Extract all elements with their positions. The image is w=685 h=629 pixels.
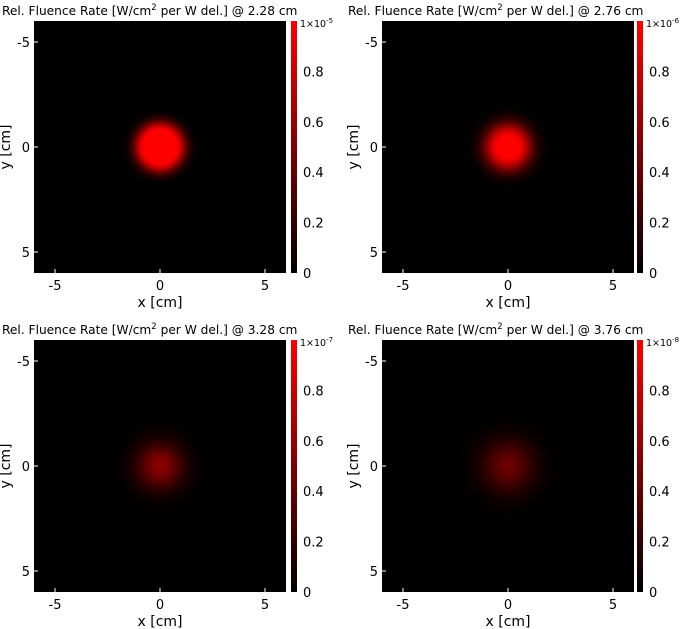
y-tick-label: 5 — [370, 246, 378, 261]
fluence-spot — [467, 106, 549, 188]
colorbar-tick-label: 0.2 — [649, 217, 670, 232]
plot-title: Rel. Fluence Rate [W/cm2 per W del.] @ 3… — [2, 322, 297, 337]
colorbar-tick-label: 0.6 — [649, 435, 670, 450]
colorbar-tick-label: 0.8 — [303, 65, 324, 80]
x-tick-label: -5 — [397, 279, 410, 294]
colorbar-multiplier: 1×10-8 — [646, 336, 679, 349]
y-tick-label: 0 — [370, 141, 378, 156]
x-tick-label: 0 — [156, 598, 164, 613]
colorbar-tick-label: 0.8 — [649, 65, 670, 80]
x-tick-label: -5 — [397, 598, 410, 613]
x-axis-label: x [cm] — [486, 295, 531, 311]
y-tick-label: 5 — [22, 246, 30, 261]
x-tick-label: 0 — [156, 279, 164, 294]
colorbar-tick-label: 0.2 — [303, 536, 324, 551]
plot-title: Rel. Fluence Rate [W/cm2 per W del.] @ 2… — [2, 3, 297, 18]
x-tick-label: 0 — [504, 598, 512, 613]
colorbar-tick-label: 0.2 — [303, 217, 324, 232]
y-tick-label: 0 — [370, 460, 378, 475]
y-tick-label: 0 — [22, 141, 30, 156]
colorbar-tick-label: 0.6 — [649, 116, 670, 131]
y-tick-label: -5 — [17, 355, 30, 370]
plot-title: Rel. Fluence Rate [W/cm2 per W del.] @ 2… — [348, 3, 643, 18]
colorbar-tick-label: 0 — [649, 267, 657, 282]
panel-4: Rel. Fluence Rate [W/cm2 per W del.] @ 3… — [346, 322, 679, 629]
y-tick-label: -5 — [365, 36, 378, 51]
colorbar-multiplier: 1×10-5 — [300, 17, 333, 30]
colorbar-tick-label: 0.4 — [649, 485, 670, 500]
colorbar-tick-label: 0 — [649, 586, 657, 601]
y-tick-label: 5 — [370, 565, 378, 580]
colorbar-tick-label: 0 — [303, 267, 311, 282]
colorbar-tick-label: 0.2 — [649, 536, 670, 551]
fluence-spot — [122, 109, 198, 185]
y-tick-label: -5 — [17, 36, 30, 51]
y-tick-label: 5 — [22, 565, 30, 580]
colorbar — [291, 340, 297, 592]
x-axis-label: x [cm] — [138, 614, 183, 629]
panel-1: Rel. Fluence Rate [W/cm2 per W del.] @ 2… — [0, 3, 333, 311]
x-tick-label: 5 — [261, 279, 269, 294]
x-axis-label: x [cm] — [138, 295, 183, 311]
x-tick-label: 5 — [609, 598, 617, 613]
colorbar-tick-label: 0.4 — [303, 166, 324, 181]
colorbar-multiplier: 1×10-6 — [646, 17, 680, 30]
colorbar-tick-label: 0 — [303, 586, 311, 601]
x-tick-label: 5 — [261, 598, 269, 613]
plot-title: Rel. Fluence Rate [W/cm2 per W del.] @ 3… — [348, 322, 643, 337]
y-axis-label: y [cm] — [346, 125, 362, 170]
panel-2: Rel. Fluence Rate [W/cm2 per W del.] @ 2… — [346, 3, 680, 311]
colorbar-tick-label: 0.8 — [649, 384, 670, 399]
fluence-spot — [112, 418, 208, 514]
colorbar-tick-label: 0.8 — [303, 384, 324, 399]
colorbar-tick-label: 0.4 — [649, 166, 670, 181]
colorbar-tick-label: 0.6 — [303, 116, 324, 131]
y-axis-label: y [cm] — [0, 125, 14, 170]
panel-3: Rel. Fluence Rate [W/cm2 per W del.] @ 3… — [0, 322, 333, 629]
x-tick-label: 5 — [609, 279, 617, 294]
colorbar-multiplier: 1×10-7 — [300, 336, 333, 349]
colorbar — [291, 21, 297, 273]
y-tick-label: -5 — [365, 355, 378, 370]
x-tick-label: -5 — [49, 598, 62, 613]
colorbar-tick-label: 0.6 — [303, 435, 324, 450]
x-axis-label: x [cm] — [486, 614, 531, 629]
y-axis-label: y [cm] — [0, 444, 14, 489]
x-tick-label: 0 — [504, 279, 512, 294]
colorbar — [637, 340, 643, 592]
y-axis-label: y [cm] — [346, 444, 362, 489]
colorbar — [637, 21, 643, 273]
fluence-spot — [454, 412, 562, 520]
x-tick-label: -5 — [49, 279, 62, 294]
y-tick-label: 0 — [22, 460, 30, 475]
colorbar-tick-label: 0.4 — [303, 485, 324, 500]
